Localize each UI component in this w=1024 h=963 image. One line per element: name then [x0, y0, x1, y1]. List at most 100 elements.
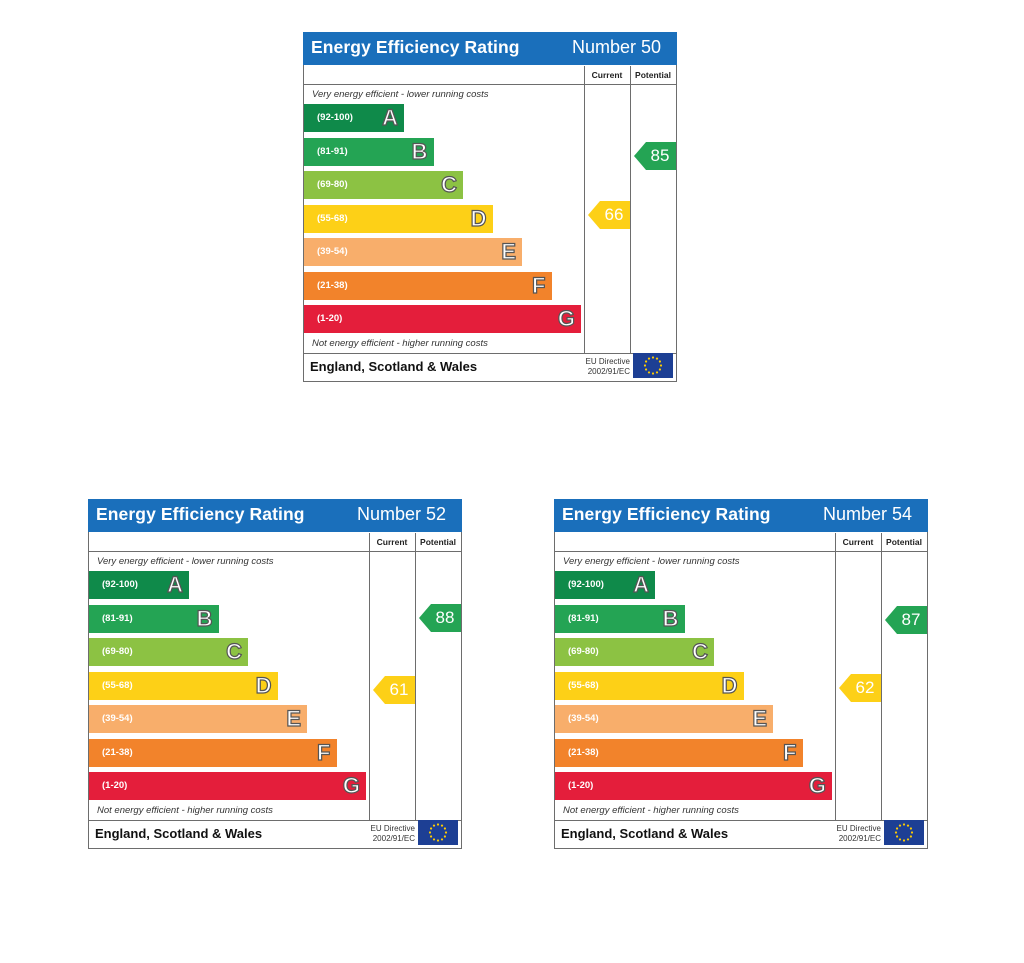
eu-directive: EU Directive 2002/91/EC	[837, 824, 881, 844]
band-bar-b: (81-91) B	[555, 604, 685, 633]
potential-rating-arrow: 85	[634, 142, 676, 171]
band-letter: A	[167, 571, 184, 597]
band-letter: B	[411, 138, 428, 164]
directive-line: 2002/91/EC	[838, 834, 881, 843]
band-range: (1-20)	[568, 780, 594, 791]
potential-rating-arrow: 88	[419, 603, 461, 632]
band-range: (69-80)	[102, 646, 133, 657]
directive-line: EU Directive	[370, 824, 415, 833]
potential-column-header: Potential	[886, 537, 922, 547]
band-letter: G	[557, 305, 575, 331]
current-column-header: Current	[842, 537, 874, 547]
band-bar-a: (92-100) A	[89, 571, 189, 599]
region-label: England, Scotland & Wales	[561, 826, 729, 841]
chart-subtitle: Number 50	[571, 37, 661, 57]
epc-chart: Energy Efficiency Rating Number 54 Current…	[554, 499, 928, 849]
band-bar-e: (39-54) E	[555, 705, 773, 733]
chart-title: Energy Efficiency Rating	[311, 37, 520, 57]
band-letter: D	[470, 205, 487, 231]
band-bar-b: (81-91) B	[89, 604, 219, 633]
potential-arrow-shape	[634, 142, 676, 171]
band-letter: B	[662, 605, 679, 631]
band-range: (1-20)	[317, 313, 343, 324]
band-letter: A	[382, 104, 399, 130]
band-letter: C	[441, 171, 458, 197]
potential-rating-value: 87	[901, 609, 921, 629]
footer-divider	[555, 820, 927, 821]
band-range: (81-91)	[317, 145, 348, 157]
band-bar-g: (1-20) G	[304, 305, 581, 333]
band-letter: E	[286, 705, 302, 731]
eu-flag-icon	[633, 353, 673, 378]
band-bar-e: (39-54) E	[304, 238, 522, 266]
chart-header: Energy Efficiency Rating Number 50	[303, 32, 677, 65]
current-arrow-shape	[373, 675, 415, 704]
potential-arrow-shape	[885, 605, 927, 634]
band-letter: B	[196, 605, 213, 631]
band-range: (21-38)	[317, 279, 348, 291]
column-divider	[630, 66, 631, 354]
band-letter: D	[721, 672, 738, 698]
band-bar-e: (39-54) E	[89, 705, 307, 733]
chart-subtitle: Number 54	[822, 504, 912, 524]
band-bar-g: (1-20) G	[555, 772, 832, 800]
band-range: (81-91)	[102, 612, 133, 624]
current-rating-arrow: 66	[588, 201, 630, 230]
band-letter: E	[501, 238, 517, 264]
directive-line: EU Directive	[836, 824, 881, 833]
band-range: (55-68)	[568, 679, 599, 691]
band-bar-d: (55-68) D	[89, 671, 278, 700]
header-divider	[304, 84, 676, 85]
directive-line: 2002/91/EC	[372, 834, 415, 843]
column-divider	[369, 533, 370, 821]
current-column-header: Current	[591, 70, 623, 80]
band-bar-c: (69-80) C	[89, 638, 248, 666]
top-note: Very energy efficient - lower running co…	[97, 556, 274, 567]
current-column-header: Current	[376, 537, 408, 547]
band-bar-d: (55-68) D	[555, 671, 744, 700]
band-range: (1-20)	[102, 780, 128, 791]
potential-column-header: Potential	[420, 537, 456, 547]
column-divider	[584, 66, 585, 354]
band-bar-a: (92-100) A	[304, 104, 404, 132]
band-range: (92-100)	[317, 112, 353, 123]
potential-rating-value: 88	[435, 607, 455, 627]
band-letter: C	[692, 638, 709, 664]
band-letter: G	[808, 772, 826, 798]
band-range: (39-54)	[568, 713, 599, 724]
band-letter: D	[255, 672, 272, 698]
band-bar-f: (21-38) F	[555, 738, 803, 767]
directive-line: 2002/91/EC	[587, 367, 630, 376]
band-letter: C	[226, 638, 243, 664]
band-range: (55-68)	[102, 679, 133, 691]
region-label: England, Scotland & Wales	[95, 826, 263, 841]
column-divider	[881, 533, 882, 821]
potential-arrow-shape	[419, 603, 461, 632]
column-divider	[415, 533, 416, 821]
footer-divider	[304, 353, 676, 354]
band-bar-d: (55-68) D	[304, 204, 493, 233]
band-bar-g: (1-20) G	[89, 772, 366, 800]
band-range: (81-91)	[568, 612, 599, 624]
band-range: (55-68)	[317, 212, 348, 224]
band-letter: F	[531, 272, 546, 298]
chart-header: Energy Efficiency Rating Number 54	[554, 499, 928, 532]
potential-rating-value: 85	[650, 146, 670, 166]
region-label: England, Scotland & Wales	[310, 359, 478, 374]
footer-divider	[89, 820, 461, 821]
top-note: Very energy efficient - lower running co…	[563, 556, 740, 567]
current-arrow-shape	[839, 674, 881, 703]
band-bar-f: (21-38) F	[89, 738, 337, 767]
header-divider	[555, 551, 927, 552]
column-divider	[835, 533, 836, 821]
band-bar-a: (92-100) A	[555, 571, 655, 599]
directive-line: EU Directive	[585, 357, 630, 366]
chart-header: Energy Efficiency Rating Number 52	[88, 499, 462, 532]
band-bar-f: (21-38) F	[304, 271, 552, 300]
bottom-note: Not energy efficient - higher running co…	[312, 338, 488, 349]
band-range: (69-80)	[568, 646, 599, 657]
current-rating-value: 66	[604, 205, 624, 225]
band-letter: G	[342, 772, 360, 798]
current-rating-value: 62	[855, 678, 875, 698]
band-range: (21-38)	[568, 746, 599, 758]
